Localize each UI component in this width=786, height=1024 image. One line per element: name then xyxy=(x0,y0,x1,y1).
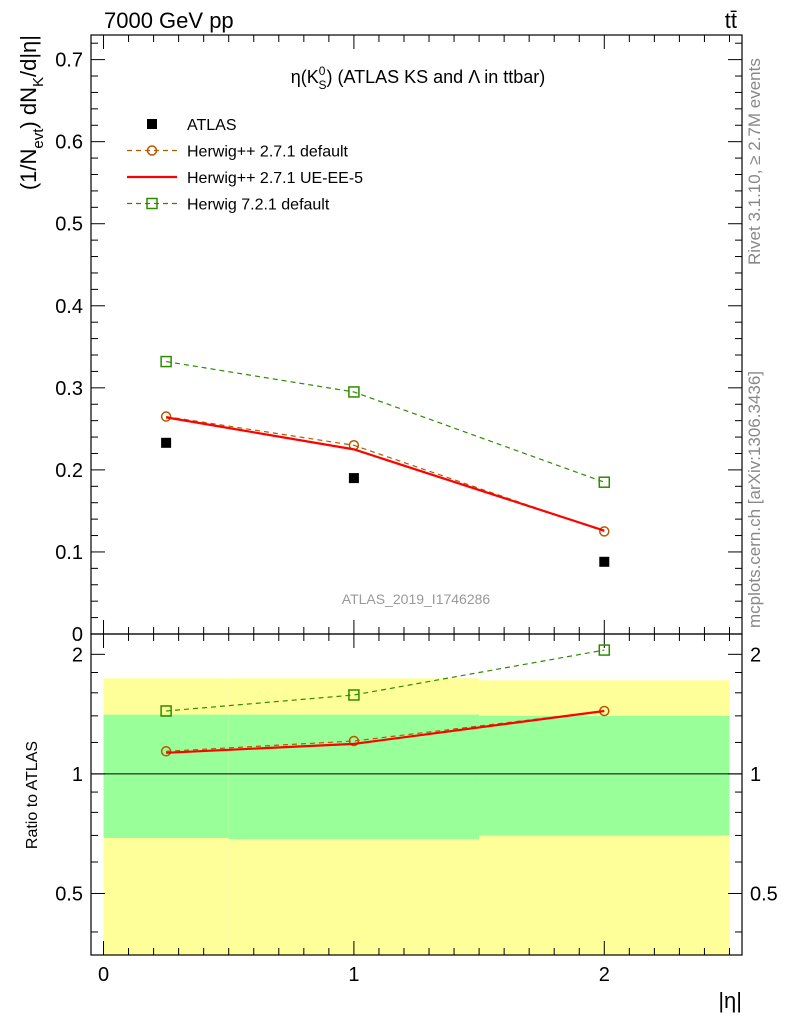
legend-entry-3: Herwig 7.2.1 default xyxy=(127,197,330,214)
main-y-tick-label: 0.6 xyxy=(55,132,83,154)
main-y-tick-label: 0.1 xyxy=(55,542,83,564)
ratio-y-tick-label: 1 xyxy=(72,764,83,786)
ratio-point xyxy=(160,746,172,757)
x-tick-label: 1 xyxy=(348,964,359,986)
analysis-watermark: ATLAS_2019_I1746286 xyxy=(342,591,491,607)
series-line xyxy=(166,415,605,532)
ratio-point xyxy=(348,689,360,701)
data-point xyxy=(160,411,172,422)
mcplots-label: mcplots.cern.ch [arXiv:1306.3436] xyxy=(745,371,764,628)
ratio-point xyxy=(160,705,172,717)
main-y-tick-label: 0.2 xyxy=(55,460,83,482)
x-axis-label: |η| xyxy=(718,988,742,1013)
ratio-y-tick-label: 0.5 xyxy=(55,883,83,905)
series-line xyxy=(166,360,605,483)
legend-entry-2: Herwig++ 2.7.1 UE-EE-5 xyxy=(127,170,363,187)
legend-label: Herwig++ 2.7.1 default xyxy=(187,144,349,161)
x-tick-label: 0 xyxy=(98,964,109,986)
data-point xyxy=(348,386,360,398)
uncertainty-band-green xyxy=(479,715,730,836)
ratio-y-axis-label: Ratio to ATLAS xyxy=(24,741,41,849)
main-series-2 xyxy=(165,416,605,532)
data-point xyxy=(598,476,611,488)
legend-marker xyxy=(147,119,157,129)
rivet-version-label: Rivet 3.1.10, ≥ 2.7M events xyxy=(745,58,764,265)
ratio-point xyxy=(348,735,360,747)
legend-entry-1: Herwig++ 2.7.1 default xyxy=(127,144,349,161)
uncertainty-band-green xyxy=(228,714,480,840)
main-series-0 xyxy=(161,437,610,567)
data-point xyxy=(599,526,610,537)
data-point xyxy=(599,556,610,567)
data-point xyxy=(160,355,172,368)
main-y-tick-label: 0.3 xyxy=(55,378,83,400)
main-plot-title: η(K0 S) (ATLAS KS and Λ in ttbar) xyxy=(291,64,546,92)
ratio-series-2 xyxy=(160,644,611,717)
legend: ATLAS Herwig++ 2.7.1 default Herwig++ 2.7.… xyxy=(127,117,363,214)
main-y-tick-label: 0.4 xyxy=(55,296,83,318)
main-y-tick-label: 0.5 xyxy=(55,214,83,236)
main-y-tick-label: 0 xyxy=(72,624,83,646)
ratio-line xyxy=(166,709,605,754)
legend-label: ATLAS xyxy=(187,117,237,134)
ratio-plot-frame xyxy=(90,633,743,956)
ratio-y-tick-label: 2 xyxy=(72,644,83,666)
header-energy-label: 7000 GeV pp xyxy=(104,8,234,33)
data-point xyxy=(348,473,359,484)
ratio-y-tick-label-right: 0.5 xyxy=(750,883,778,905)
legend-marker xyxy=(146,145,158,156)
legend-label: Herwig++ 2.7.1 UE-EE-5 xyxy=(187,170,363,187)
ratio-y-tick-label-right: 1 xyxy=(750,764,761,786)
data-point xyxy=(161,437,172,448)
ratio-series-1 xyxy=(166,709,605,754)
ratio-panel: Ratio to ATLAS |η| 0 1 2 0.5 0.5 1 1 2 2 xyxy=(24,633,778,1013)
ratio-point xyxy=(598,644,611,656)
legend-marker xyxy=(146,197,158,210)
legend-entry-0: ATLAS xyxy=(147,117,237,134)
main-series-1 xyxy=(160,411,610,537)
header-process-label: tt̄ xyxy=(725,8,737,33)
ratio-y-tick-label-right: 2 xyxy=(750,644,761,666)
main-y-axis-label: (1/Nevt) dNK/d|η| xyxy=(16,35,47,190)
series-line xyxy=(165,416,605,532)
main-y-tick-label: 0.7 xyxy=(55,50,83,72)
main-panel: η(K0 S) (ATLAS KS and Λ in ttbar) (1/Nevt… xyxy=(16,34,743,646)
legend-label: Herwig 7.2.1 default xyxy=(187,197,330,214)
uncertainty-band-green xyxy=(103,714,229,838)
main-series-3 xyxy=(160,355,611,488)
ratio-series-0 xyxy=(160,705,610,757)
x-tick-label: 2 xyxy=(599,964,610,986)
